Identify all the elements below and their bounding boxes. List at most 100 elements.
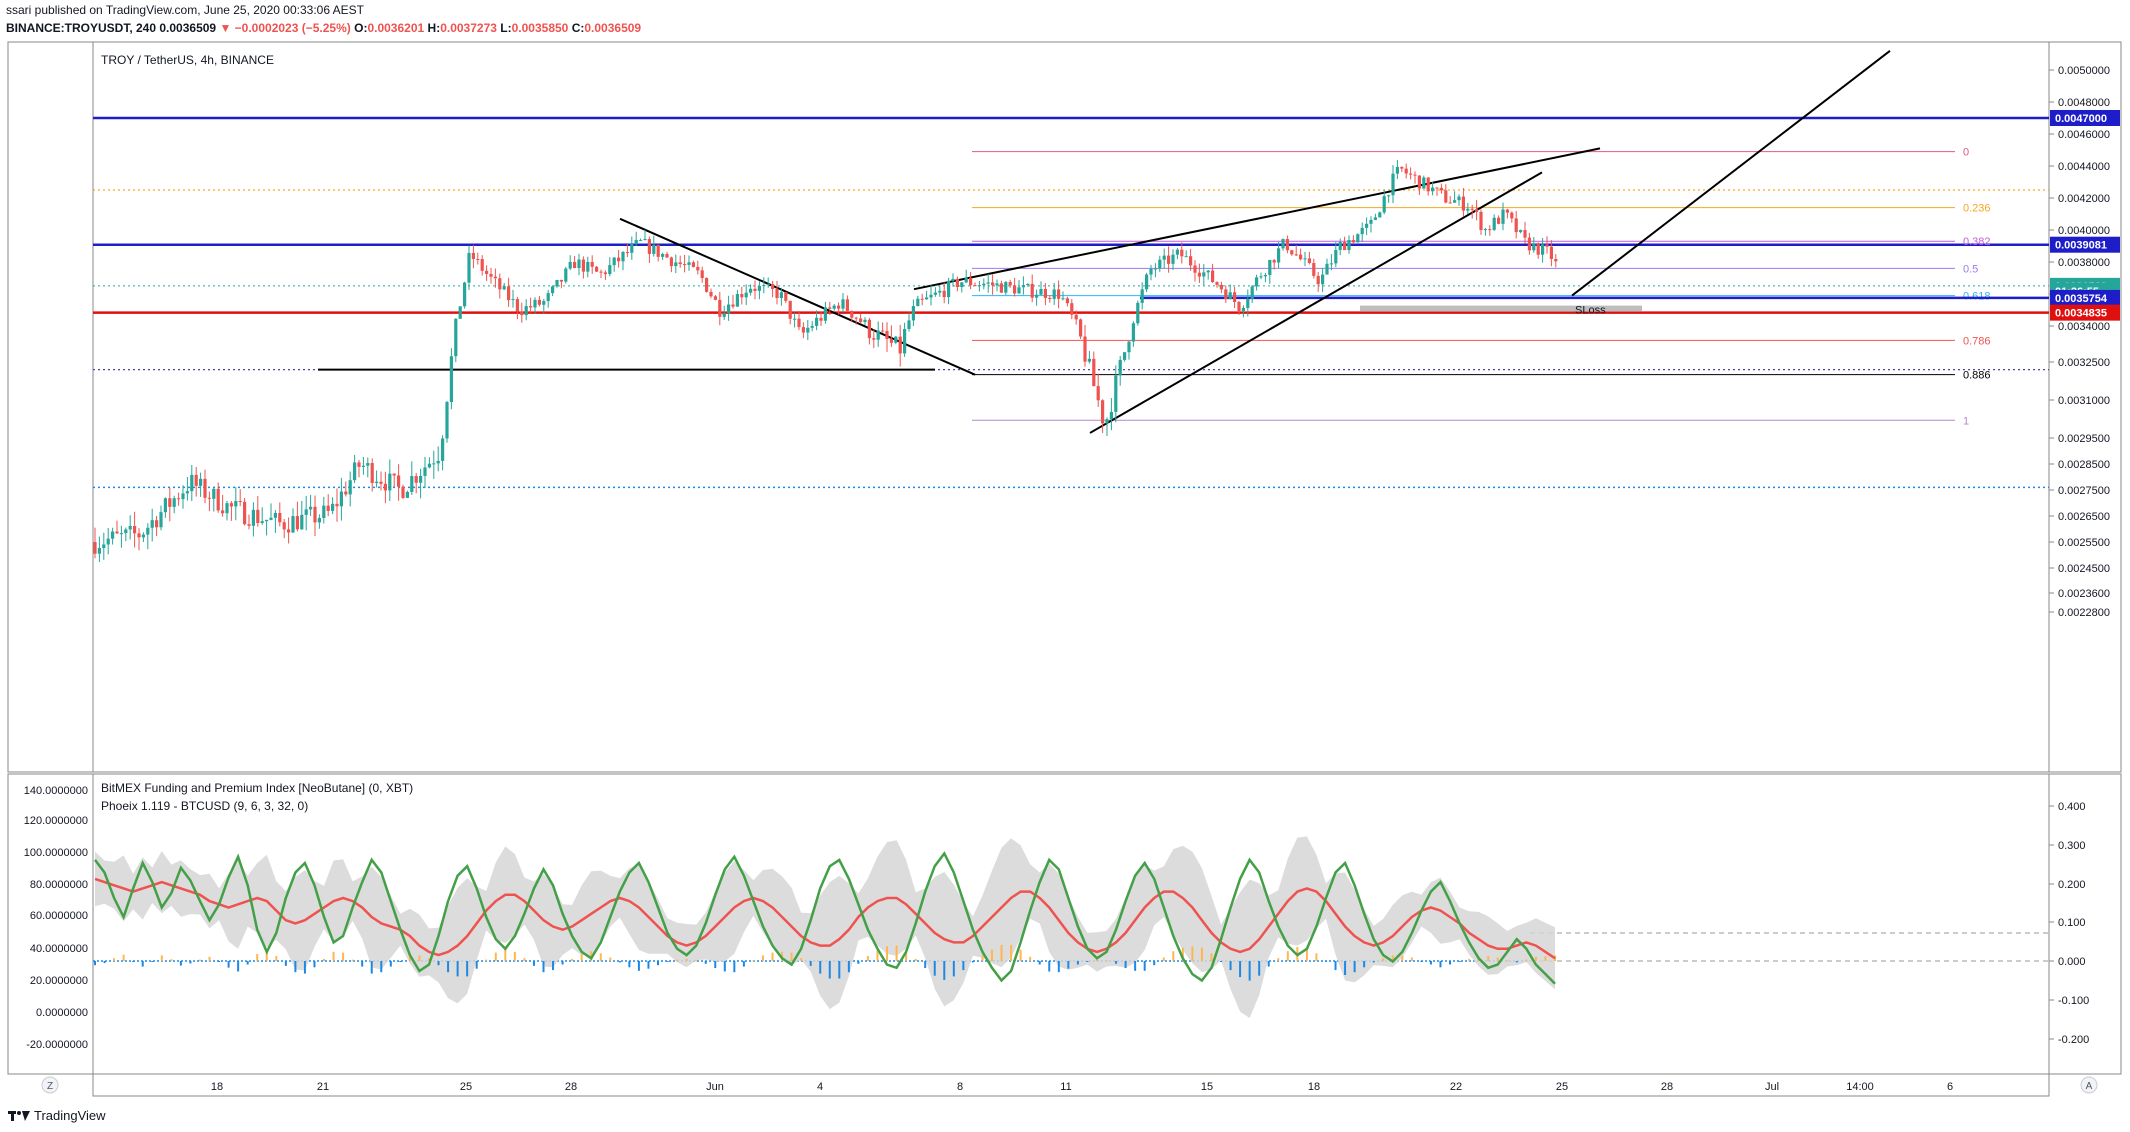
ohlc-line: BINANCE:TROYUSDT, 240 0.0036509 ▼ −0.000… xyxy=(6,21,641,35)
funding-bar xyxy=(1506,960,1509,962)
funding-bar xyxy=(1105,960,1108,962)
candle-body xyxy=(1043,288,1047,298)
candle-body xyxy=(441,438,445,461)
funding-bar xyxy=(437,961,440,966)
candle-body xyxy=(903,328,907,354)
candle-body xyxy=(1087,358,1091,362)
funding-bar xyxy=(857,961,860,964)
candle-body xyxy=(1277,248,1281,263)
funding-bar xyxy=(427,958,430,961)
price-tick-label: 0.0032500 xyxy=(2058,357,2110,369)
funding-bar xyxy=(819,961,822,974)
candle-body xyxy=(401,486,405,498)
candle-body xyxy=(1365,223,1369,228)
funding-bar xyxy=(370,961,373,974)
candle-body xyxy=(1541,244,1545,255)
funding-bar xyxy=(1038,961,1041,965)
candle-body xyxy=(524,306,528,316)
candle-body xyxy=(1519,229,1523,233)
funding-bar xyxy=(1239,961,1242,978)
funding-bar xyxy=(542,961,545,973)
funding-bar xyxy=(1449,961,1452,965)
high-label: H: xyxy=(427,21,441,35)
candle-body xyxy=(841,299,845,309)
funding-bar xyxy=(1048,961,1051,972)
candle-body xyxy=(599,271,603,273)
candle-body xyxy=(1347,240,1351,251)
candle-body xyxy=(603,272,607,275)
funding-bar xyxy=(485,959,488,961)
candle-body xyxy=(388,473,392,491)
candle-body xyxy=(181,493,185,500)
candle-body xyxy=(898,336,902,354)
candle-body xyxy=(775,288,779,299)
candle-body xyxy=(810,325,814,328)
candle-body xyxy=(947,280,951,298)
footer-brand[interactable]: TradingView xyxy=(8,1108,106,1123)
candle-body xyxy=(335,503,339,507)
funding-bar xyxy=(1382,958,1385,961)
candle-body xyxy=(1435,187,1439,189)
candle-body xyxy=(916,298,920,307)
candle-body xyxy=(1149,268,1153,275)
candle-body xyxy=(1057,289,1061,299)
auto-scale-button[interactable]: A xyxy=(2080,1076,2098,1094)
funding-bar xyxy=(838,961,841,979)
candle-body xyxy=(225,503,229,514)
candle-body xyxy=(1180,249,1184,257)
candle-body xyxy=(322,505,326,518)
candle-body xyxy=(1439,187,1443,191)
time-tick-label: 14:00 xyxy=(1846,1081,1874,1093)
candle-body xyxy=(520,311,524,316)
candle-body xyxy=(854,317,858,319)
funding-bar xyxy=(1229,961,1232,971)
candle-body xyxy=(1448,202,1452,204)
candle-body xyxy=(295,516,299,530)
time-tick-label: 4 xyxy=(817,1081,823,1093)
candle-body xyxy=(256,509,260,524)
candle-body xyxy=(128,525,132,530)
funding-bar xyxy=(1496,957,1499,961)
funding-bar xyxy=(1305,947,1308,961)
candle-body xyxy=(313,506,317,523)
candle-body xyxy=(1140,289,1144,303)
funding-bar xyxy=(905,950,908,961)
candle-body xyxy=(300,514,304,530)
funding-bar xyxy=(771,952,774,961)
funding-bar xyxy=(866,956,869,961)
main-chart-layer: 0 0.236 0.382 0.5 0.618 0.786 0.886 1 SLoss xyxy=(93,50,2049,563)
candle-body xyxy=(867,319,871,339)
candle-body xyxy=(1241,307,1245,312)
indicator-left-tick-label: -20.0000000 xyxy=(26,1039,88,1051)
funding-bar xyxy=(1401,955,1404,961)
candle-body xyxy=(476,258,480,260)
candle-body xyxy=(832,305,836,309)
funding-bar xyxy=(647,961,650,969)
candle-body xyxy=(1373,217,1377,220)
indicator-right-tick-label: -0.100 xyxy=(2058,995,2089,1007)
candle-body xyxy=(1360,227,1364,235)
funding-bar xyxy=(1468,958,1471,961)
funding-bar xyxy=(752,960,755,962)
time-tick-label: 18 xyxy=(211,1081,223,1093)
candle-body xyxy=(1211,270,1215,283)
funding-bar xyxy=(1086,961,1089,962)
funding-bar xyxy=(408,956,411,961)
candle-body xyxy=(1061,298,1065,300)
funding-bar xyxy=(971,961,974,963)
indicator-right-tick-label: 0.200 xyxy=(2058,879,2086,891)
indicator-left-tick-label: 20.0000000 xyxy=(30,975,88,987)
funding-bar xyxy=(666,961,669,962)
z-button[interactable]: Z xyxy=(41,1076,59,1094)
funding-bar xyxy=(1248,961,1251,981)
candle-body xyxy=(630,244,634,253)
candle-body xyxy=(115,531,119,534)
candle-body xyxy=(581,259,585,272)
candle-body xyxy=(1299,254,1303,260)
candle-body xyxy=(850,310,854,318)
candle-body xyxy=(111,531,115,539)
funding-bar xyxy=(1076,961,1079,965)
price-tick-label: 0.0031000 xyxy=(2058,395,2110,407)
candle-body xyxy=(1070,303,1074,315)
